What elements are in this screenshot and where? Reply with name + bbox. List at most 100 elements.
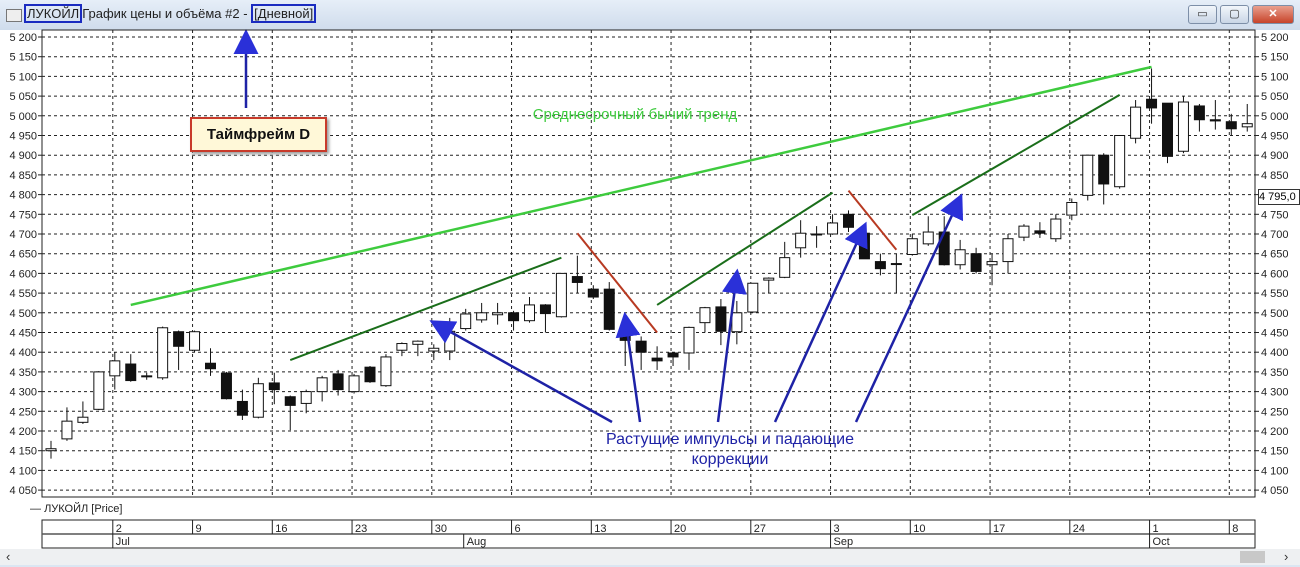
y-tick-label-left: 4 400	[9, 347, 37, 359]
y-tick-label-left: 4 800	[9, 190, 37, 202]
y-tick-label-right: 4 450	[1261, 328, 1289, 340]
candle-down	[539, 304, 551, 315]
y-tick-label-right: 4 300	[1261, 387, 1289, 399]
title-bar: ЛУКОЙЛ График цены и объёма #2 - [Дневной…	[0, 0, 1300, 30]
candle-up	[460, 313, 472, 330]
candle-down	[874, 261, 886, 270]
candle-up	[316, 377, 328, 393]
candle-down	[843, 213, 854, 228]
candle-up	[954, 249, 966, 266]
candle-up	[922, 231, 934, 245]
week-label: 24	[1073, 523, 1085, 535]
candle-up	[1002, 238, 1014, 263]
y-tick-label-left: 4 600	[9, 268, 37, 280]
y-tick-label-right: 5 050	[1261, 91, 1289, 103]
timeframe-annotation: Таймфрейм D	[190, 117, 327, 152]
legend: — ЛУКОЙЛ [Price]	[30, 503, 123, 515]
scroll-left-icon[interactable]: ‹	[6, 549, 11, 564]
month-label: Aug	[467, 536, 487, 548]
y-tick-label-right: 4 400	[1261, 347, 1289, 359]
candle-down	[571, 276, 583, 283]
candle-down	[858, 232, 870, 260]
candle-down	[1209, 119, 1221, 122]
week-label: 27	[754, 523, 766, 535]
correction-line	[576, 232, 658, 334]
y-tick-label-left: 4 250	[9, 406, 37, 418]
y-tick-label-left: 5 050	[9, 91, 37, 103]
y-tick-label-left: 5 150	[9, 52, 37, 64]
y-tick-label-left: 4 200	[9, 426, 37, 438]
week-label: 30	[435, 523, 447, 535]
candle-up	[1130, 106, 1142, 139]
candle-down	[1034, 230, 1046, 234]
candle-up	[699, 307, 711, 324]
impulse-annotation: Растущие импульсы и падающие коррекции	[605, 431, 855, 468]
candle-down	[173, 331, 185, 347]
timeframe-label: [Дневной]	[251, 4, 317, 23]
impulse-line	[289, 256, 562, 362]
annotation-arrow	[615, 311, 642, 423]
month-label: Jul	[116, 536, 130, 548]
horizontal-scrollbar[interactable]: ‹ ›	[0, 549, 1300, 565]
candle-down	[332, 373, 344, 391]
y-tick-label-right: 4 050	[1261, 485, 1289, 497]
y-tick-label-right: 4 550	[1261, 288, 1289, 300]
title-text: График цены и объёма #2 -	[82, 6, 248, 21]
minimize-button[interactable]: ▭	[1188, 5, 1217, 24]
week-label: 10	[913, 523, 925, 535]
y-tick-label-left: 4 300	[9, 387, 37, 399]
candle-up	[1082, 154, 1094, 196]
candle-up	[300, 391, 312, 404]
candle-up	[157, 327, 169, 379]
candle-down	[284, 396, 296, 406]
week-label: 2	[116, 523, 122, 535]
y-tick-label-right: 5 200	[1261, 32, 1289, 44]
trend-line	[130, 65, 1152, 307]
candle-down	[508, 312, 520, 322]
y-tick-label-right: 4 850	[1261, 170, 1289, 182]
y-tick-label-left: 4 050	[9, 485, 37, 497]
candle-down	[220, 372, 232, 400]
candle-down	[667, 352, 679, 358]
close-button[interactable]: ✕	[1252, 5, 1294, 24]
y-tick-label-left: 4 850	[9, 170, 37, 182]
week-label: 6	[515, 523, 521, 535]
y-tick-label-right: 4 500	[1261, 308, 1289, 320]
week-label: 8	[1232, 523, 1238, 535]
annotation-arrow	[716, 268, 747, 423]
scroll-thumb[interactable]	[1240, 551, 1265, 563]
candle-down	[587, 288, 599, 298]
candle-up	[77, 416, 89, 423]
week-label: 3	[834, 523, 840, 535]
candle-down	[603, 288, 615, 330]
y-tick-label-left: 4 750	[9, 209, 37, 221]
y-tick-label-right: 4 900	[1261, 150, 1289, 162]
candle-down	[651, 357, 663, 362]
candle-down	[1146, 98, 1158, 109]
y-tick-label-left: 4 500	[9, 308, 37, 320]
trend-annotation: Среднесрочный бычий тренд	[532, 106, 738, 123]
last-price-marker: 4 795,0	[1258, 189, 1300, 205]
candle-up	[93, 371, 105, 410]
candle-up	[252, 383, 264, 418]
chart-window-icon	[6, 9, 22, 22]
month-label: Sep	[834, 536, 854, 548]
candle-up	[811, 233, 823, 236]
annotation-arrow	[429, 320, 613, 424]
candle-up	[906, 238, 918, 255]
y-tick-label-right: 4 150	[1261, 446, 1289, 458]
scroll-right-icon[interactable]: ›	[1284, 549, 1289, 564]
month-label: Oct	[1153, 536, 1170, 548]
candle-up	[396, 343, 408, 351]
candle-up	[1177, 101, 1189, 152]
impulse-line	[656, 191, 834, 306]
candle-up	[476, 312, 488, 321]
y-tick-label-right: 4 650	[1261, 249, 1289, 261]
week-label: 20	[674, 523, 686, 535]
annotation-arrow	[773, 221, 868, 423]
correction-line	[847, 190, 898, 251]
y-tick-label-left: 4 450	[9, 328, 37, 340]
y-tick-label-left: 5 000	[9, 111, 37, 123]
maximize-button[interactable]: ▢	[1220, 5, 1249, 24]
